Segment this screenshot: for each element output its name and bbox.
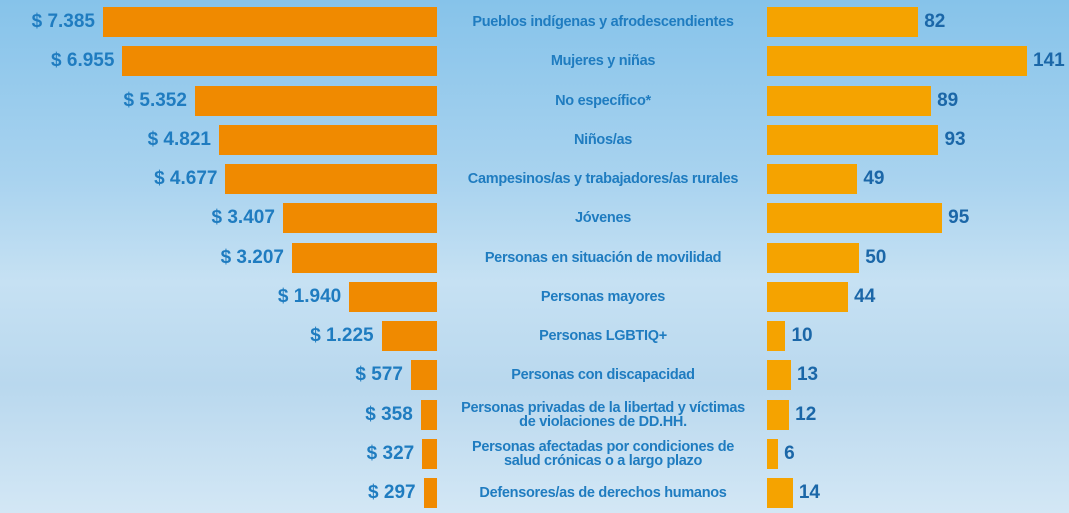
value-label: $ 327 [366,442,415,464]
category-label-box: Personas mayores [440,279,766,315]
value-label: $ 1.940 [277,285,342,307]
category-label-box: Personas LGBTIQ+ [440,318,766,354]
value-label: $ 1.225 [310,325,374,346]
bar [349,281,437,312]
bar [225,164,437,194]
category-label-box: Niños/as [440,122,766,158]
category-label: No específico* [555,92,651,109]
value-label: 95 [948,207,970,229]
value-label: 13 [796,364,819,386]
bar [194,85,437,116]
value-label: 141 [1033,50,1065,72]
bar [122,46,437,77]
value-label: $ 4.677 [154,168,218,189]
bar [410,360,437,391]
category-label: Jóvenes [575,210,631,227]
category-label: Niños/as [573,131,633,148]
bar [291,242,437,273]
value-label: $ 3.207 [220,246,284,268]
bar [103,7,437,37]
bar [767,360,791,391]
value-label: $ 4.821 [147,128,211,150]
value-label: $ 297 [368,482,416,503]
bar [420,399,437,430]
value-label: 44 [854,285,876,307]
bar [767,478,793,508]
bar [767,7,919,37]
bar [767,124,939,155]
value-label: 12 [795,403,817,425]
category-label-box: Defensores/as de derechos humanos [440,475,766,511]
category-label-box: Personas privadas de la libertad y vícti… [440,397,766,433]
category-label-box: Pueblos indígenas y afrodescendientes [440,4,766,40]
bar [767,85,932,116]
bar [767,281,849,312]
category-label-box: Mujeres y niñas [440,43,766,79]
bar [767,46,1027,77]
value-label: $ 7.385 [31,11,95,32]
bar [767,203,943,234]
category-label: Pueblos indígenas y afrodescendientes [472,14,734,30]
category-label: Campesinos/as y trabajadores/as rurales [467,171,739,187]
category-label: Defensores/as de derechos humanos [479,485,727,501]
value-label: 93 [944,128,966,150]
value-label: 89 [937,89,959,111]
bar [218,124,437,155]
category-label: Mujeres y niñas [550,53,656,70]
value-label: 82 [924,11,946,32]
category-label-box: Personas afectadas por condiciones de sa… [440,436,766,472]
bar [767,438,779,469]
category-label-box: No específico* [440,83,766,119]
bar [422,438,437,469]
bar [423,478,437,508]
category-label-box: Personas con discapacidad [440,357,766,393]
value-label: 50 [865,246,887,268]
value-label: 6 [784,442,795,464]
category-label: Personas en situación de movilidad [484,249,722,266]
value-label: $ 358 [365,403,413,425]
category-label: Personas mayores [540,288,666,305]
bar [767,399,790,430]
category-label-box: Jóvenes [440,200,766,236]
value-label: 49 [863,168,885,189]
category-label: Personas privadas de la libertad y vícti… [461,399,745,430]
value-label: $ 6.955 [51,50,115,72]
category-label-box: Campesinos/as y trabajadores/as rurales [440,161,766,197]
value-label: $ 3.407 [211,207,275,229]
bar [381,321,437,351]
value-label: 14 [798,482,820,503]
category-label: Personas LGBTIQ+ [539,328,667,344]
bar [767,242,860,273]
value-label: $ 577 [355,364,403,386]
category-label: Personas con discapacidad [511,367,695,384]
category-label-box: Personas en situación de movilidad [440,240,766,276]
value-label: $ 5.352 [123,89,187,111]
category-label: Personas afectadas por condiciones de sa… [471,438,735,469]
value-label: 10 [791,325,813,346]
bar [767,321,786,351]
bar [282,203,437,234]
bar [767,164,858,194]
